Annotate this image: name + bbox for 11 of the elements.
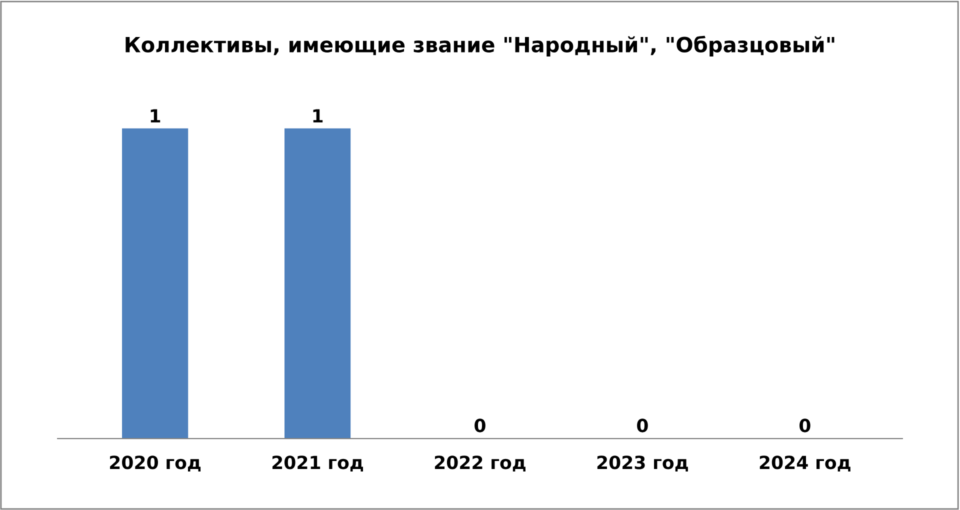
data-label: 0 — [474, 418, 486, 432]
x-tick-label: 2020 год — [110, 456, 201, 472]
data-label: 1 — [150, 109, 160, 122]
data-label: 0 — [800, 418, 810, 432]
data-label: 1 — [313, 109, 323, 122]
chart-title: Коллективы, имеющие звание "Народный", "Образцовый" — [126, 36, 834, 57]
x-tick-label: 2022 год — [434, 456, 526, 472]
x-tick-label: 2024 год — [760, 456, 850, 472]
x-tick-label: 2023 год — [597, 456, 688, 472]
x-tick-label: 2021 год — [272, 456, 363, 472]
data-label: 0 — [637, 418, 648, 432]
